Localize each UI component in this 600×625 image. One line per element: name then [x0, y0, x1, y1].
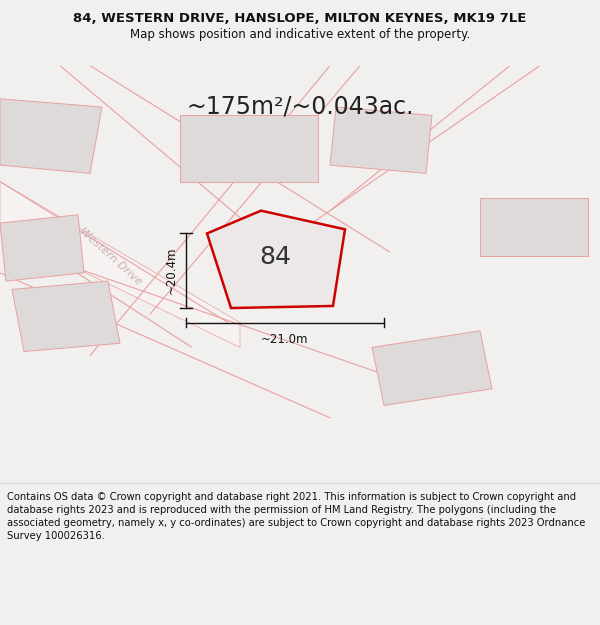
- Polygon shape: [12, 281, 120, 351]
- Polygon shape: [480, 198, 588, 256]
- Text: Western Drive: Western Drive: [78, 226, 144, 287]
- Text: ~20.4m: ~20.4m: [164, 247, 178, 294]
- Text: 84: 84: [259, 246, 292, 269]
- Text: ~21.0m: ~21.0m: [261, 333, 309, 346]
- Text: 84, WESTERN DRIVE, HANSLOPE, MILTON KEYNES, MK19 7LE: 84, WESTERN DRIVE, HANSLOPE, MILTON KEYN…: [73, 12, 527, 26]
- Polygon shape: [207, 211, 345, 308]
- Polygon shape: [0, 99, 102, 173]
- Polygon shape: [0, 182, 240, 348]
- Polygon shape: [180, 116, 318, 182]
- Text: Contains OS data © Crown copyright and database right 2021. This information is : Contains OS data © Crown copyright and d…: [7, 492, 586, 541]
- Text: Map shows position and indicative extent of the property.: Map shows position and indicative extent…: [130, 28, 470, 41]
- Polygon shape: [372, 331, 492, 406]
- Polygon shape: [330, 107, 432, 173]
- Polygon shape: [0, 215, 84, 281]
- Text: ~175m²/~0.043ac.: ~175m²/~0.043ac.: [186, 94, 414, 119]
